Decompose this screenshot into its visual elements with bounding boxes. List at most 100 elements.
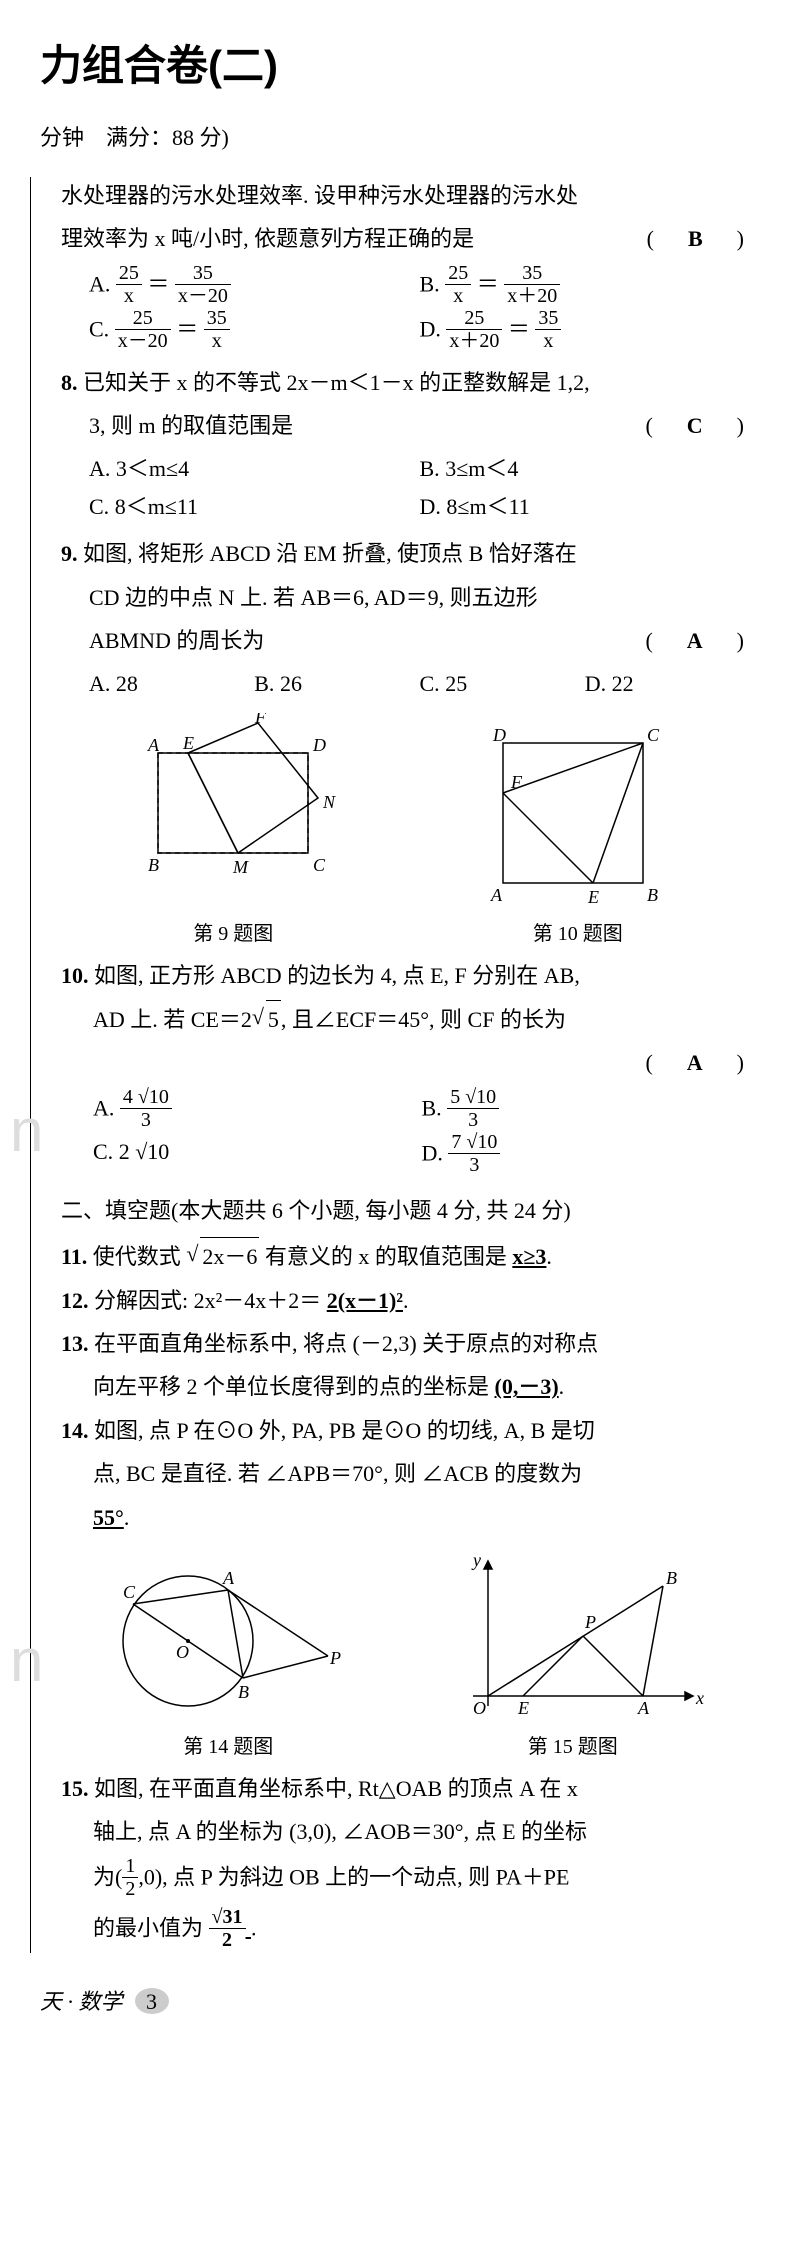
q10-opt-C: C. 2 √10 — [93, 1133, 422, 1178]
footer-page-badge: 3 — [135, 1988, 169, 2014]
q14-line3: 55°. — [61, 1499, 750, 1536]
svg-text:A: A — [222, 1568, 235, 1588]
q7-opt-D: D. 25x＋20 ＝ 35x — [420, 309, 751, 354]
q12: 12. 分解因式: 2x²－4x＋2＝ 2(x－1)². — [61, 1282, 750, 1319]
svg-text:E: E — [517, 1698, 529, 1718]
q7-answer-paren: ( B ) — [647, 220, 750, 257]
figures-row-14-15: C A O P B 第 14 题图 — [61, 1546, 750, 1764]
svg-text:E: E — [182, 733, 194, 753]
q9-opt-C: C. 25 — [420, 665, 585, 702]
svg-text:O: O — [473, 1698, 486, 1718]
figure-q15-svg: O E A x y B P — [433, 1546, 713, 1726]
figure-q14: C A O P B 第 14 题图 — [98, 1546, 358, 1764]
q15-line4: 的最小值为 √312 . — [61, 1908, 750, 1953]
svg-text:A: A — [637, 1698, 650, 1718]
q13-answer: (0,－3) — [495, 1374, 559, 1399]
fig15-caption: 第 15 题图 — [433, 1730, 713, 1764]
q10-line1: 10. 如图, 正方形 ABCD 的边长为 4, 点 E, F 分别在 AB, — [61, 957, 750, 994]
q15-answer: √312 — [209, 1915, 251, 1940]
q10-opt-D: D. 7 √103 — [422, 1133, 751, 1178]
q13-line2: 向左平移 2 个单位长度得到的点的坐标是 (0,－3). — [61, 1368, 750, 1405]
q14-answer: 55° — [93, 1505, 124, 1530]
figure-q10: D C A B E F 第 10 题图 — [463, 713, 693, 951]
q9-answer: A — [687, 628, 709, 653]
figure-q14-svg: C A O P B — [98, 1546, 358, 1726]
q10-opt-B: B. 5 √103 — [422, 1088, 751, 1133]
q8-opt-D: D. 8≤m＜11 — [420, 488, 751, 525]
q7-options: A. 25x ＝ 35x－20 B. 25x ＝ 35x＋20 C. 25x－2… — [89, 264, 750, 354]
svg-text:N: N — [322, 792, 336, 812]
q15-line1: 15. 如图, 在平面直角坐标系中, Rt△OAB 的顶点 A 在 x — [61, 1770, 750, 1807]
page-title: 力组合卷(二) — [40, 30, 750, 101]
q10-answer: A — [687, 1050, 709, 1075]
svg-text:F: F — [510, 772, 523, 792]
footer-text: 天 · 数学 — [40, 1983, 123, 2020]
svg-text:F: F — [254, 713, 267, 727]
q8-opt-B: B. 3≤m＜4 — [420, 450, 751, 487]
svg-text:C: C — [647, 725, 660, 745]
svg-text:A: A — [147, 735, 160, 755]
figure-q9: A E F D N C M B 第 9 题图 — [118, 713, 348, 951]
figures-row-9-10: A E F D N C M B 第 9 题图 — [61, 713, 750, 951]
svg-text:D: D — [492, 725, 506, 745]
svg-text:P: P — [329, 1648, 341, 1668]
svg-text:A: A — [490, 885, 503, 905]
q13-line1: 13. 在平面直角坐标系中, 将点 (－2,3) 关于原点的对称点 — [61, 1325, 750, 1362]
q9-opt-B: B. 26 — [254, 665, 419, 702]
q14-line2: 点, BC 是直径. 若 ∠APB＝70°, 则 ∠ACB 的度数为 — [61, 1455, 750, 1492]
q8-options: A. 3＜m≤4 B. 3≤m＜4 C. 8＜m≤11 D. 8≤m＜11 — [89, 450, 750, 525]
q15-line3: 为(12,0), 点 P 为斜边 OB 上的一个动点, 则 PA＋PE — [61, 1857, 750, 1902]
q10-options: A. 4 √103 B. 5 √103 C. 2 √10 D. 7 √103 — [93, 1088, 750, 1178]
q10-opt-A: A. 4 √103 — [93, 1088, 422, 1133]
timing-line: 分钟 满分：88 分) — [40, 119, 750, 156]
q9-answer-paren: ( A ) — [645, 622, 750, 659]
svg-text:D: D — [312, 735, 326, 755]
q11-answer: x≥3 — [512, 1244, 546, 1269]
svg-text:x: x — [695, 1688, 704, 1708]
q10-answer-paren: ( A ) — [645, 1044, 750, 1081]
q9-opt-A: A. 28 — [89, 665, 254, 702]
fig14-caption: 第 14 题图 — [98, 1730, 358, 1764]
svg-text:B: B — [647, 885, 658, 905]
q7-opt-B: B. 25x ＝ 35x＋20 — [420, 264, 751, 309]
q8-opt-A: A. 3＜m≤4 — [89, 450, 420, 487]
q7-stem: 理效率为 x 吨/小时, 依题意列方程正确的是 — [61, 226, 474, 251]
q9-opt-D: D. 22 — [585, 665, 750, 702]
svg-text:B: B — [238, 1682, 249, 1702]
q7-opt-C: C. 25x－20 ＝ 35x — [89, 309, 420, 354]
svg-text:M: M — [232, 857, 249, 877]
svg-text:B: B — [666, 1568, 677, 1588]
fig9-caption: 第 9 题图 — [118, 917, 348, 951]
svg-text:C: C — [123, 1582, 136, 1602]
figure-q15: O E A x y B P 第 15 题图 — [433, 1546, 713, 1764]
q14-line1: 14. 如图, 点 P 在⊙O 外, PA, PB 是⊙O 的切线, A, B … — [61, 1412, 750, 1449]
svg-text:E: E — [587, 887, 599, 907]
svg-text:y: y — [471, 1550, 481, 1570]
q7-answer: B — [688, 226, 709, 251]
q8-opt-C: C. 8＜m≤11 — [89, 488, 420, 525]
q15-line2: 轴上, 点 A 的坐标为 (3,0), ∠AOB＝30°, 点 E 的坐标 — [61, 1813, 750, 1850]
svg-text:C: C — [313, 855, 326, 875]
q7-line1: 水处理器的污水处理效率. 设甲种污水处理器的污水处 — [61, 177, 750, 214]
q7-opt-A: A. 25x ＝ 35x－20 — [89, 264, 420, 309]
fig10-caption: 第 10 题图 — [463, 917, 693, 951]
figure-q9-svg: A E F D N C M B — [118, 713, 348, 913]
q9-line3: ABMND 的周长为 ( A ) — [61, 622, 750, 659]
q8-line2: 3, 则 m 的取值范围是 ( C ) — [61, 407, 750, 444]
svg-text:O: O — [176, 1642, 189, 1662]
q7-line2: 理效率为 x 吨/小时, 依题意列方程正确的是 ( B ) — [61, 220, 750, 257]
q8-answer-paren: ( C ) — [645, 407, 750, 444]
section2-head: 二、填空题(本大题共 6 个小题, 每小题 4 分, 共 24 分) — [61, 1192, 750, 1229]
q8-answer: C — [687, 413, 709, 438]
svg-text:B: B — [148, 855, 159, 875]
q10-line2: AD 上. 若 CE＝25, 且∠ECF＝45°, 则 CF 的长为 — [61, 1000, 750, 1038]
page-footer: 天 · 数学 3 — [40, 1983, 750, 2020]
q8-line1: 8. 已知关于 x 的不等式 2x－m＜1－x 的正整数解是 1,2, — [61, 364, 750, 401]
svg-text:P: P — [584, 1612, 596, 1632]
q9-options: A. 28 B. 26 C. 25 D. 22 — [89, 665, 750, 702]
q9-line2: CD 边的中点 N 上. 若 AB＝6, AD＝9, 则五边形 — [61, 579, 750, 616]
q11: 11. 使代数式 2x－6 有意义的 x 的取值范围是 x≥3. — [61, 1237, 750, 1275]
figure-q10-svg: D C A B E F — [463, 713, 693, 913]
q12-answer: 2(x－1)² — [327, 1288, 403, 1313]
q9-line1: 9. 如图, 将矩形 ABCD 沿 EM 折叠, 使顶点 B 恰好落在 — [61, 535, 750, 572]
